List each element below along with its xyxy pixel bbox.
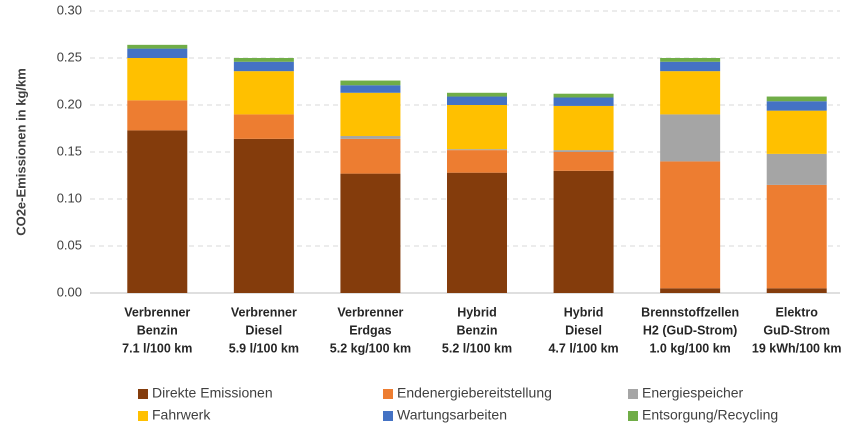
x-tick-label: 4.7 l/100 km — [548, 341, 618, 355]
bar-segment — [553, 150, 614, 152]
legend-swatch — [383, 411, 393, 421]
bar-segment — [340, 136, 401, 139]
bar-segment — [340, 138, 401, 174]
bar-segment — [340, 85, 401, 93]
bar-segment — [660, 61, 721, 72]
bar-segment — [660, 161, 721, 289]
bar-segment — [340, 80, 401, 86]
y-tick-label: 0.05 — [57, 237, 82, 252]
bar-segment — [447, 149, 507, 151]
bar-segment — [447, 105, 507, 150]
x-tick-label: 5.2 kg/100 km — [330, 341, 411, 355]
x-tick-label: 5.2 l/100 km — [442, 341, 512, 355]
bar-segment — [447, 150, 507, 173]
legend-label: Fahrwerk — [152, 407, 211, 423]
bar-segment — [233, 58, 294, 62]
legend-swatch — [628, 389, 638, 399]
bar-segment — [553, 152, 614, 171]
x-tick-label: 5.9 l/100 km — [229, 341, 299, 355]
bar-segment — [660, 58, 721, 62]
bar-segment — [340, 92, 401, 137]
bar-segment — [233, 61, 294, 72]
legend-label: Endenergiebereitstellung — [397, 385, 552, 401]
bar-segment — [447, 172, 507, 293]
x-tick-label: 7.1 l/100 km — [122, 341, 192, 355]
bar-segment — [233, 114, 294, 139]
bar-segment — [766, 96, 827, 102]
y-axis-label: CO2e-Emissionen in kg/km — [13, 68, 28, 236]
x-tick-label: Erdgas — [349, 323, 391, 337]
legend-label: Entsorgung/Recycling — [642, 407, 778, 423]
legend-swatch — [138, 411, 148, 421]
x-tick-label: Benzin — [137, 323, 178, 337]
x-tick-label: Verbrenner — [231, 305, 297, 319]
bar-segment — [766, 288, 827, 293]
x-tick-label: GuD-Strom — [763, 323, 830, 337]
y-tick-label: 0.30 — [57, 2, 82, 17]
bar-segment — [340, 173, 401, 293]
y-tick-label: 0.10 — [57, 190, 82, 205]
bar-segment — [127, 58, 188, 101]
x-tick-label: Diesel — [245, 323, 282, 337]
bar-segment — [447, 92, 507, 97]
bar-segment — [766, 184, 827, 289]
bar-segment — [766, 101, 827, 111]
legend-label: Direkte Emissionen — [152, 385, 273, 401]
legend-swatch — [383, 389, 393, 399]
x-tick-label: 19 kWh/100 km — [752, 341, 842, 355]
bar-segment — [553, 170, 614, 293]
y-tick-label: 0.20 — [57, 96, 82, 111]
x-tick-label: 1.0 kg/100 km — [649, 341, 730, 355]
bar-segment — [127, 48, 188, 58]
bar-segment — [127, 100, 188, 131]
x-tick-label: H2 (GuD-Strom) — [643, 323, 737, 337]
x-tick-label: Verbrenner — [124, 305, 190, 319]
bar-segment — [553, 93, 614, 98]
x-tick-label: Elektro — [776, 305, 819, 319]
bar-segment — [553, 105, 614, 151]
bar-segment — [660, 114, 721, 162]
x-tick-label: Verbrenner — [337, 305, 403, 319]
legend-swatch — [138, 389, 148, 399]
x-tick-label: Diesel — [565, 323, 602, 337]
bar-segment — [766, 110, 827, 154]
y-tick-label: 0.15 — [57, 143, 82, 158]
bar-segment — [660, 71, 721, 115]
bar-segment — [233, 71, 294, 115]
x-tick-label: Benzin — [457, 323, 498, 337]
y-tick-label: 0.25 — [57, 49, 82, 64]
bar-segment — [127, 44, 188, 49]
bar-segment — [553, 97, 614, 106]
y-tick-label: 0.00 — [57, 284, 82, 299]
legend-swatch — [628, 411, 638, 421]
x-tick-label: Hybrid — [457, 305, 497, 319]
legend-label: Wartungsarbeiten — [397, 407, 507, 423]
bar-segment — [766, 153, 827, 185]
bar-segment — [660, 288, 721, 293]
x-tick-label: Hybrid — [564, 305, 604, 319]
bar-segment — [127, 130, 188, 293]
bar-segment — [447, 96, 507, 105]
legend-label: Energiespeicher — [642, 385, 744, 401]
bar-segment — [233, 138, 294, 293]
x-tick-label: Brennstoffzellen — [641, 305, 739, 319]
